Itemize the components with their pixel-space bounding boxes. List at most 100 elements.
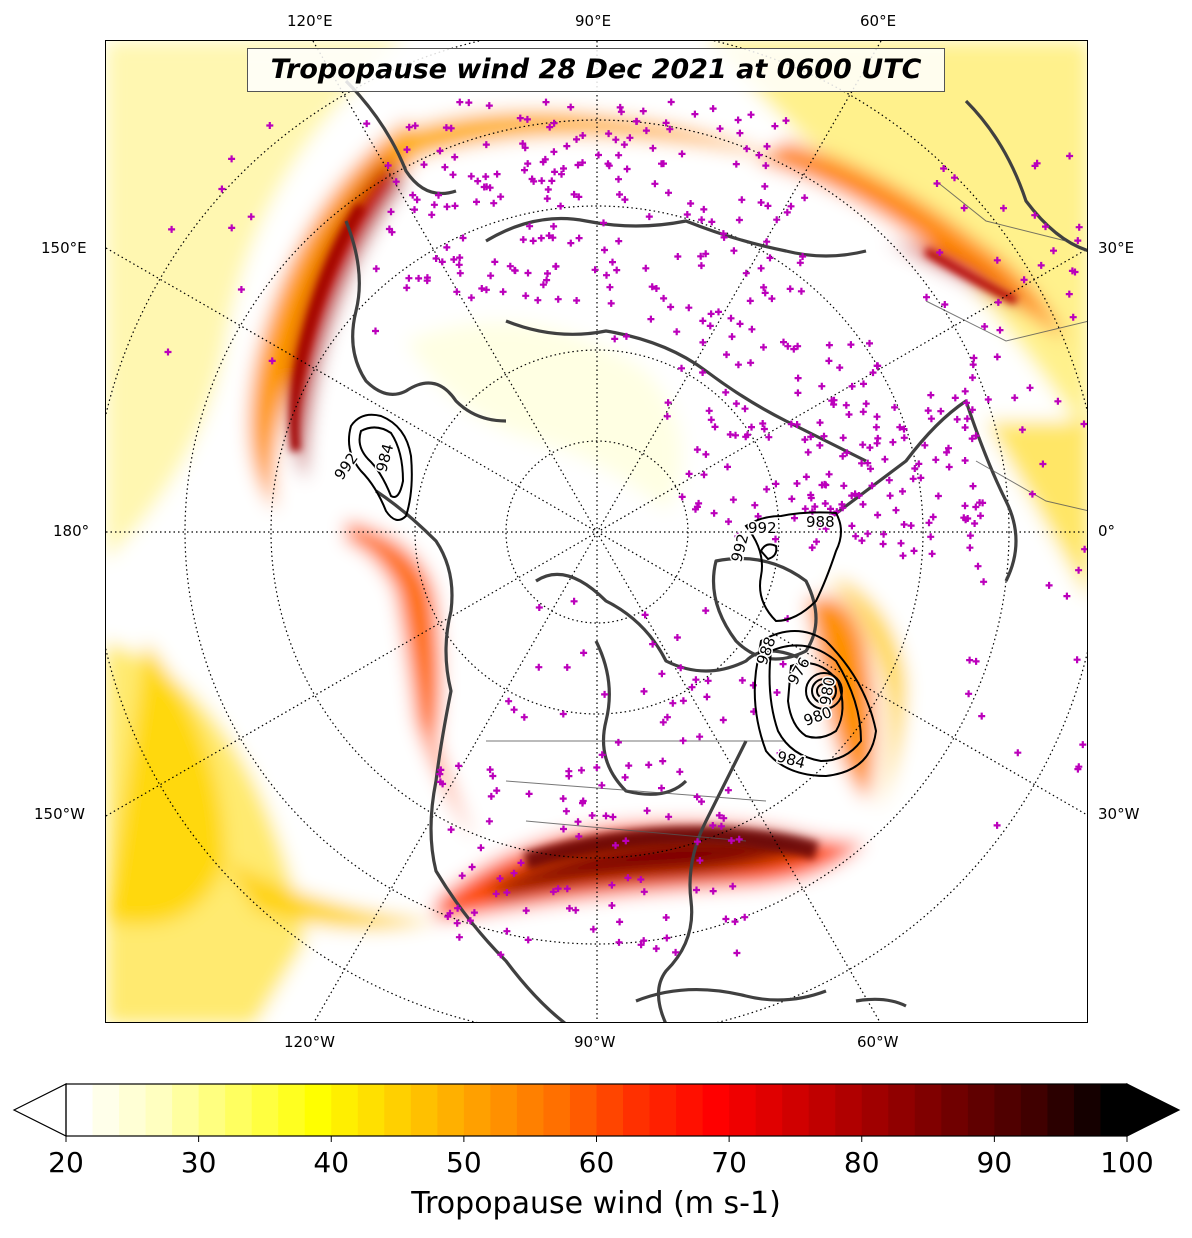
station-marker <box>761 289 769 297</box>
contour-label: 992 <box>748 519 777 537</box>
station-marker <box>467 172 475 180</box>
graticule-label-right: 0° <box>1098 522 1116 540</box>
station-marker <box>696 857 704 864</box>
station-marker <box>927 533 935 541</box>
station-marker <box>873 439 881 447</box>
station-marker <box>941 301 949 308</box>
station-marker <box>980 578 988 586</box>
station-marker <box>715 811 723 819</box>
station-marker <box>911 465 919 472</box>
station-marker <box>979 499 987 507</box>
station-marker <box>741 913 749 921</box>
station-marker <box>649 144 657 152</box>
station-marker <box>910 547 918 555</box>
station-marker <box>707 310 715 318</box>
station-marker <box>735 216 743 224</box>
station-marker <box>858 537 866 545</box>
station-marker <box>773 216 781 224</box>
station-marker <box>771 122 779 130</box>
station-marker <box>945 463 953 471</box>
station-marker <box>796 259 804 267</box>
station-marker <box>736 320 744 328</box>
station-marker <box>485 102 493 110</box>
colorbar-tick-label: 40 <box>313 1146 350 1179</box>
station-marker <box>725 518 732 526</box>
station-marker <box>539 281 547 289</box>
station-marker <box>797 287 805 295</box>
station-marker <box>776 749 784 757</box>
station-marker <box>623 165 631 173</box>
station-marker <box>449 171 457 179</box>
station-marker <box>868 482 876 490</box>
colorbar-segment <box>1047 1084 1075 1136</box>
station-marker <box>659 757 667 765</box>
station-marker <box>621 773 629 781</box>
station-marker <box>963 399 970 407</box>
station-marker <box>1068 267 1076 275</box>
wind-speed-shading-core <box>289 203 1018 870</box>
station-marker <box>575 193 583 201</box>
station-marker <box>672 948 680 956</box>
station-marker <box>696 733 704 741</box>
station-marker <box>762 162 770 170</box>
station-marker <box>936 249 944 256</box>
station-marker <box>864 530 872 538</box>
station-marker <box>845 411 853 418</box>
station-marker <box>595 151 602 159</box>
station-marker <box>405 123 413 131</box>
station-marker <box>620 141 628 149</box>
station-marker <box>736 129 744 137</box>
station-marker <box>538 177 546 185</box>
station-marker <box>1054 397 1062 405</box>
station-marker <box>573 135 580 143</box>
station-marker <box>482 173 490 181</box>
station-marker <box>896 423 904 431</box>
station-marker <box>708 218 716 226</box>
station-marker <box>519 140 527 148</box>
station-marker <box>743 145 751 153</box>
station-marker <box>570 597 578 605</box>
map-title: Tropopause wind 28 Dec 2021 at 0600 UTC <box>247 48 945 92</box>
station-marker <box>691 110 699 118</box>
station-marker <box>783 208 791 216</box>
station-marker <box>621 196 629 204</box>
station-marker <box>786 285 794 293</box>
station-marker <box>790 345 798 353</box>
station-marker <box>885 476 893 484</box>
station-marker <box>168 225 176 233</box>
station-marker <box>566 904 573 912</box>
station-marker <box>892 506 900 514</box>
station-marker <box>482 141 490 149</box>
station-marker <box>763 485 771 493</box>
station-marker <box>451 202 459 210</box>
station-marker <box>928 550 936 558</box>
station-marker <box>993 821 1001 829</box>
station-marker <box>984 396 992 403</box>
station-marker <box>793 421 801 428</box>
station-marker <box>601 246 608 254</box>
station-marker <box>588 812 596 819</box>
station-marker <box>441 163 449 171</box>
station-marker <box>499 288 507 296</box>
station-marker <box>738 196 746 204</box>
station-marker <box>726 431 734 438</box>
station-marker <box>840 482 848 490</box>
station-marker <box>608 881 616 889</box>
colorbar-segment <box>729 1084 757 1136</box>
station-marker <box>706 322 714 330</box>
station-marker <box>615 938 623 946</box>
station-marker <box>549 234 557 242</box>
station-marker <box>647 315 655 323</box>
station-marker <box>755 151 763 159</box>
colorbar-segment <box>808 1084 836 1136</box>
station-marker <box>963 415 971 423</box>
station-marker <box>759 420 767 427</box>
colorbar-extend-min <box>12 1083 67 1137</box>
station-marker <box>473 198 480 206</box>
station-marker <box>626 134 634 142</box>
station-marker <box>492 890 500 898</box>
station-marker <box>454 904 462 912</box>
station-marker <box>652 945 660 953</box>
station-marker <box>972 503 980 511</box>
station-marker <box>874 511 882 519</box>
